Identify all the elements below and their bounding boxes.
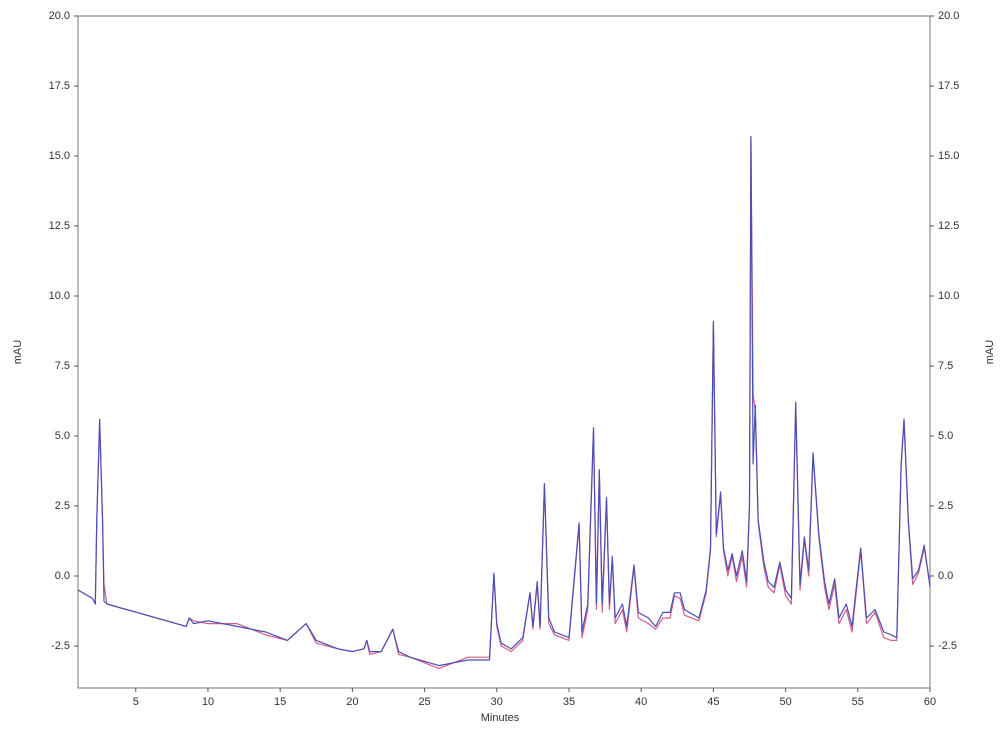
y-tick-label: 10.0 (49, 290, 70, 302)
y-tick-label: -2.5 (51, 640, 70, 652)
x-tick-label: 40 (635, 696, 647, 708)
y-tick-label: 2.5 (55, 500, 70, 512)
plot-frame (77, 15, 931, 689)
x-tick-label: 25 (418, 696, 430, 708)
x-axis-label: Minutes (481, 712, 520, 724)
y2-tick-label: 2.5 (938, 500, 953, 512)
y2-axis-label: mAU (984, 340, 996, 365)
y2-tick-label: 20.0 (938, 10, 959, 22)
y2-tick-label: 5.0 (938, 430, 953, 442)
x-tick-label: 20 (346, 696, 358, 708)
x-tick-label: 60 (924, 696, 936, 708)
y-tick-label: 12.5 (49, 220, 70, 232)
y2-tick-label: 10.0 (938, 290, 959, 302)
x-tick-label: 45 (707, 696, 719, 708)
y2-tick-label: 17.5 (938, 80, 959, 92)
y2-tick-label: 0.0 (938, 570, 953, 582)
x-tick-label: 5 (133, 696, 139, 708)
y2-tick-label: 7.5 (938, 360, 953, 372)
x-tick-label: 10 (202, 696, 214, 708)
x-tick-label: 50 (779, 696, 791, 708)
y2-tick-label: 12.5 (938, 220, 959, 232)
x-tick-label: 35 (563, 696, 575, 708)
y-tick-label: 17.5 (49, 80, 70, 92)
y-axis-label: mAU (12, 340, 24, 365)
x-tick-label: 30 (491, 696, 503, 708)
x-tick-label: 15 (274, 696, 286, 708)
y-tick-label: 7.5 (55, 360, 70, 372)
y-tick-label: 20.0 (49, 10, 70, 22)
y2-tick-label: 15.0 (938, 150, 959, 162)
y2-tick-label: -2.5 (938, 640, 957, 652)
series-line (77, 138, 931, 669)
series-line (77, 135, 931, 667)
y-tick-label: 5.0 (55, 430, 70, 442)
y-tick-label: 0.0 (55, 570, 70, 582)
x-tick-label: 55 (852, 696, 864, 708)
y-tick-label: 15.0 (49, 150, 70, 162)
